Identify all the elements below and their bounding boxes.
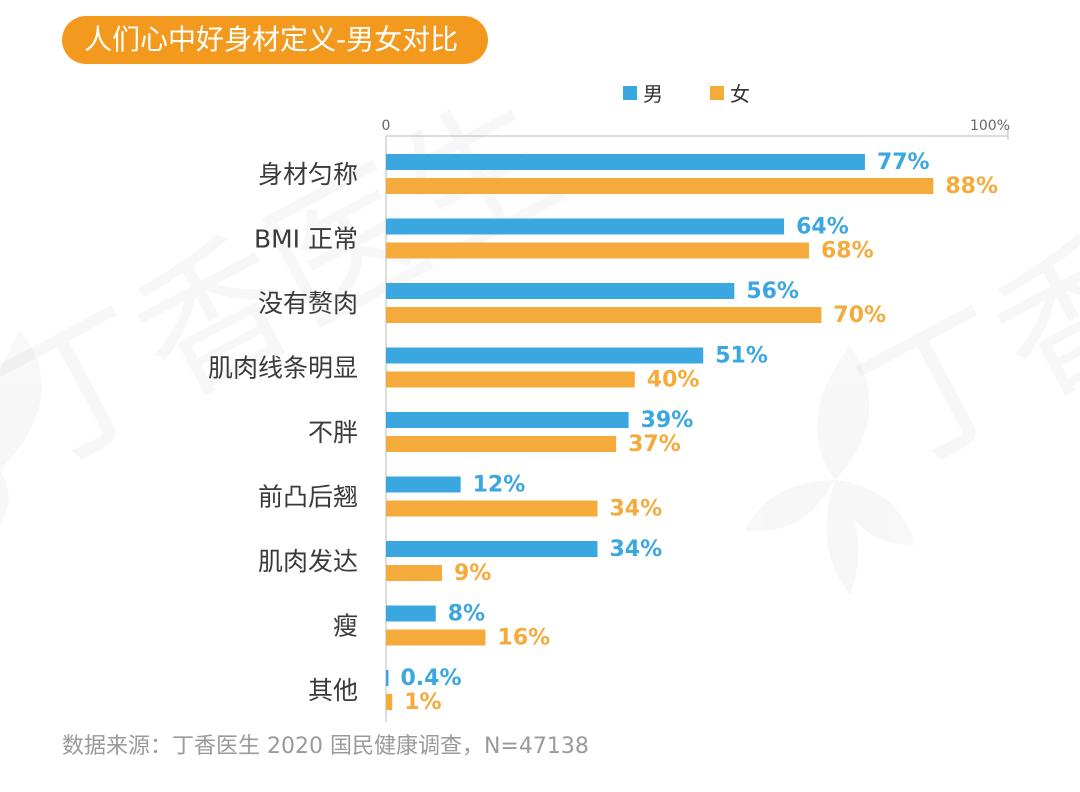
bar-male bbox=[386, 605, 436, 622]
value-label-male: 8% bbox=[448, 602, 485, 627]
value-label-female: 70% bbox=[833, 303, 886, 328]
x-axis: 0 100% bbox=[382, 118, 1010, 722]
value-label-female: 1% bbox=[404, 690, 441, 715]
category-label: 身材匀称 bbox=[258, 160, 358, 189]
legend-label-male: 男 bbox=[643, 82, 663, 106]
bar-male bbox=[386, 347, 704, 364]
value-label-male: 64% bbox=[796, 215, 849, 240]
data-source-note: 数据来源：丁香医生 2020 国民健康调查，N=47138 bbox=[62, 734, 589, 759]
value-label-male: 77% bbox=[877, 150, 930, 175]
value-label-female: 88% bbox=[945, 174, 998, 199]
category-label: 瘦 bbox=[333, 612, 358, 641]
bar-male bbox=[386, 670, 389, 686]
legend-label-female: 女 bbox=[730, 82, 750, 106]
bar-male bbox=[386, 283, 735, 299]
bar-female bbox=[386, 694, 393, 710]
bar-male bbox=[386, 154, 865, 170]
value-label-male: 12% bbox=[473, 473, 526, 498]
bar-female bbox=[386, 565, 442, 581]
legend-swatch-female bbox=[710, 86, 724, 100]
category-label: 其他 bbox=[308, 676, 358, 705]
bar-female bbox=[386, 436, 617, 452]
axis-tick-min: 0 bbox=[382, 118, 391, 134]
bar-female bbox=[386, 500, 598, 517]
bar-male bbox=[386, 476, 461, 493]
bar-female bbox=[386, 371, 635, 388]
value-label-male: 34% bbox=[609, 537, 662, 562]
category-label: 没有赘肉 bbox=[258, 289, 358, 318]
axis-tick-max: 100% bbox=[970, 118, 1010, 134]
category-label: 肌肉线条明显 bbox=[208, 354, 358, 383]
bar-female bbox=[386, 629, 486, 646]
bar-male bbox=[386, 412, 629, 428]
category-label: 前凸后翘 bbox=[258, 483, 358, 512]
category-label: BMI 正常 bbox=[254, 225, 358, 254]
category-label: 不胖 bbox=[308, 418, 358, 447]
value-label-male: 0.4% bbox=[400, 666, 461, 691]
value-label-female: 40% bbox=[647, 368, 700, 393]
bars: 身材匀称 77% 88% BMI 正常 64%68% 没有赘肉 56% 70% 肌肉线条明显 51… bbox=[208, 150, 998, 715]
bar-female bbox=[386, 307, 822, 323]
bar-male bbox=[386, 541, 598, 557]
value-label-male: 51% bbox=[715, 344, 768, 369]
value-label-female: 34% bbox=[609, 497, 662, 522]
value-label-male: 39% bbox=[641, 408, 694, 433]
bar-male bbox=[386, 218, 785, 235]
value-label-female: 9% bbox=[454, 561, 491, 586]
value-label-female: 16% bbox=[498, 626, 551, 651]
legend-swatch-male bbox=[623, 86, 637, 100]
category-label: 肌肉发达 bbox=[258, 547, 358, 576]
bar-female bbox=[386, 242, 809, 259]
legend: 男 女 bbox=[623, 82, 750, 106]
chart-title: 人们心中好身材定义-男女对比 bbox=[62, 16, 489, 64]
bar-female bbox=[386, 178, 934, 194]
value-label-female: 37% bbox=[628, 432, 681, 457]
value-label-male: 56% bbox=[746, 279, 799, 304]
value-label-female: 68% bbox=[821, 239, 874, 264]
